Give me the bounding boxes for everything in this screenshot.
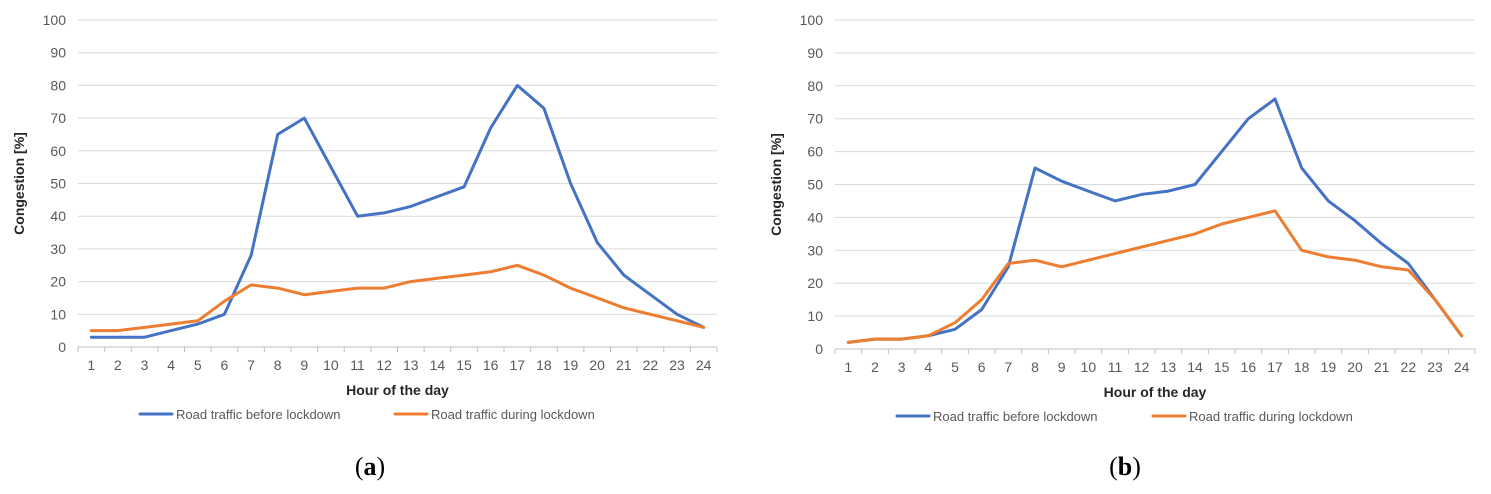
x-tick-label: 15	[1214, 359, 1230, 375]
x-tick-label: 17	[1267, 359, 1283, 375]
y-tick-label: 50	[50, 176, 66, 192]
subfigure-caption: (b)	[1109, 452, 1141, 481]
x-tick-label: 17	[510, 357, 526, 373]
x-tick-label: 21	[1374, 359, 1390, 375]
x-tick-label: 24	[696, 357, 712, 373]
x-tick-label: 4	[924, 359, 932, 375]
legend-label: Road traffic during lockdown	[1189, 409, 1353, 424]
y-tick-label: 40	[807, 209, 823, 225]
y-tick-label: 40	[50, 208, 66, 224]
y-tick-label: 100	[43, 12, 67, 28]
x-tick-label: 5	[951, 359, 959, 375]
series-line-during-lockdown	[89, 263, 706, 333]
legend-label: Road traffic during lockdown	[431, 407, 595, 422]
x-tick-label: 8	[1031, 359, 1039, 375]
y-tick-label: 70	[50, 110, 66, 126]
x-tick-label: 7	[247, 357, 255, 373]
caption-close-paren: )	[377, 452, 386, 481]
x-tick-label: 10	[323, 357, 339, 373]
y-tick-label: 30	[50, 241, 66, 257]
x-tick-label: 1	[844, 359, 852, 375]
x-tick-label: 16	[483, 357, 499, 373]
x-tick-label: 2	[114, 357, 122, 373]
x-tick-label: 14	[1187, 359, 1203, 375]
x-tick-label: 3	[898, 359, 906, 375]
y-tick-label: 80	[807, 78, 823, 94]
x-tick-label: 6	[978, 359, 986, 375]
caption-open-paren: (	[1109, 452, 1118, 481]
x-tick-label: 12	[1134, 359, 1150, 375]
y-tick-label: 100	[800, 12, 824, 28]
y-tick-label: 80	[50, 77, 66, 93]
legend-label: Road traffic before lockdown	[176, 407, 341, 422]
x-tick-label: 13	[403, 357, 419, 373]
y-tick-label: 20	[807, 275, 823, 291]
y-tick-label: 70	[807, 111, 823, 127]
x-tick-label: 11	[1108, 359, 1123, 375]
y-tick-label: 90	[807, 45, 823, 61]
x-tick-label: 12	[376, 357, 392, 373]
series-line-before-lockdown	[846, 97, 1464, 344]
caption-letter: a	[364, 452, 377, 481]
x-tick-label: 9	[300, 357, 308, 373]
x-tick-label: 8	[274, 357, 282, 373]
x-tick-label: 5	[194, 357, 202, 373]
y-tick-label: 0	[815, 341, 823, 357]
y-axis-title: Congestion [%]	[768, 133, 784, 236]
caption-letter: b	[1118, 452, 1132, 481]
y-axis-title: Congestion [%]	[11, 132, 27, 235]
x-tick-label: 18	[536, 357, 552, 373]
x-tick-label: 3	[141, 357, 149, 373]
legend-label: Road traffic before lockdown	[933, 409, 1098, 424]
x-axis-title: Hour of the day	[346, 382, 449, 398]
caption-open-paren: (	[355, 452, 364, 481]
x-tick-label: 1	[87, 357, 95, 373]
x-tick-label: 24	[1454, 359, 1470, 375]
x-tick-label: 20	[1347, 359, 1363, 375]
series-line-during-lockdown	[846, 209, 1464, 344]
x-tick-label: 11	[350, 357, 365, 373]
x-tick-label: 10	[1081, 359, 1097, 375]
x-tick-label: 19	[563, 357, 579, 373]
x-tick-label: 23	[669, 357, 685, 373]
x-tick-label: 6	[221, 357, 229, 373]
caption-close-paren: )	[1132, 452, 1141, 481]
y-tick-label: 10	[807, 308, 823, 324]
y-tick-label: 60	[807, 144, 823, 160]
x-tick-label: 14	[430, 357, 446, 373]
x-tick-label: 9	[1058, 359, 1066, 375]
subfigure-caption: (a)	[355, 452, 385, 481]
y-tick-label: 30	[807, 242, 823, 258]
x-tick-label: 22	[1401, 359, 1417, 375]
x-tick-label: 4	[167, 357, 175, 373]
x-tick-label: 22	[643, 357, 659, 373]
x-tick-label: 15	[456, 357, 472, 373]
x-tick-label: 13	[1161, 359, 1177, 375]
x-tick-label: 19	[1321, 359, 1337, 375]
x-tick-label: 16	[1241, 359, 1257, 375]
y-tick-label: 20	[50, 274, 66, 290]
x-tick-label: 20	[589, 357, 605, 373]
x-axis-title: Hour of the day	[1104, 384, 1207, 400]
x-tick-label: 23	[1427, 359, 1443, 375]
series-line-before-lockdown	[89, 83, 706, 339]
x-tick-label: 2	[871, 359, 879, 375]
x-tick-label: 18	[1294, 359, 1310, 375]
y-tick-label: 60	[50, 143, 66, 159]
y-tick-label: 90	[50, 45, 66, 61]
y-tick-label: 50	[807, 177, 823, 193]
y-tick-label: 0	[58, 339, 66, 355]
y-tick-label: 10	[50, 306, 66, 322]
x-tick-label: 21	[616, 357, 632, 373]
x-tick-label: 7	[1004, 359, 1012, 375]
